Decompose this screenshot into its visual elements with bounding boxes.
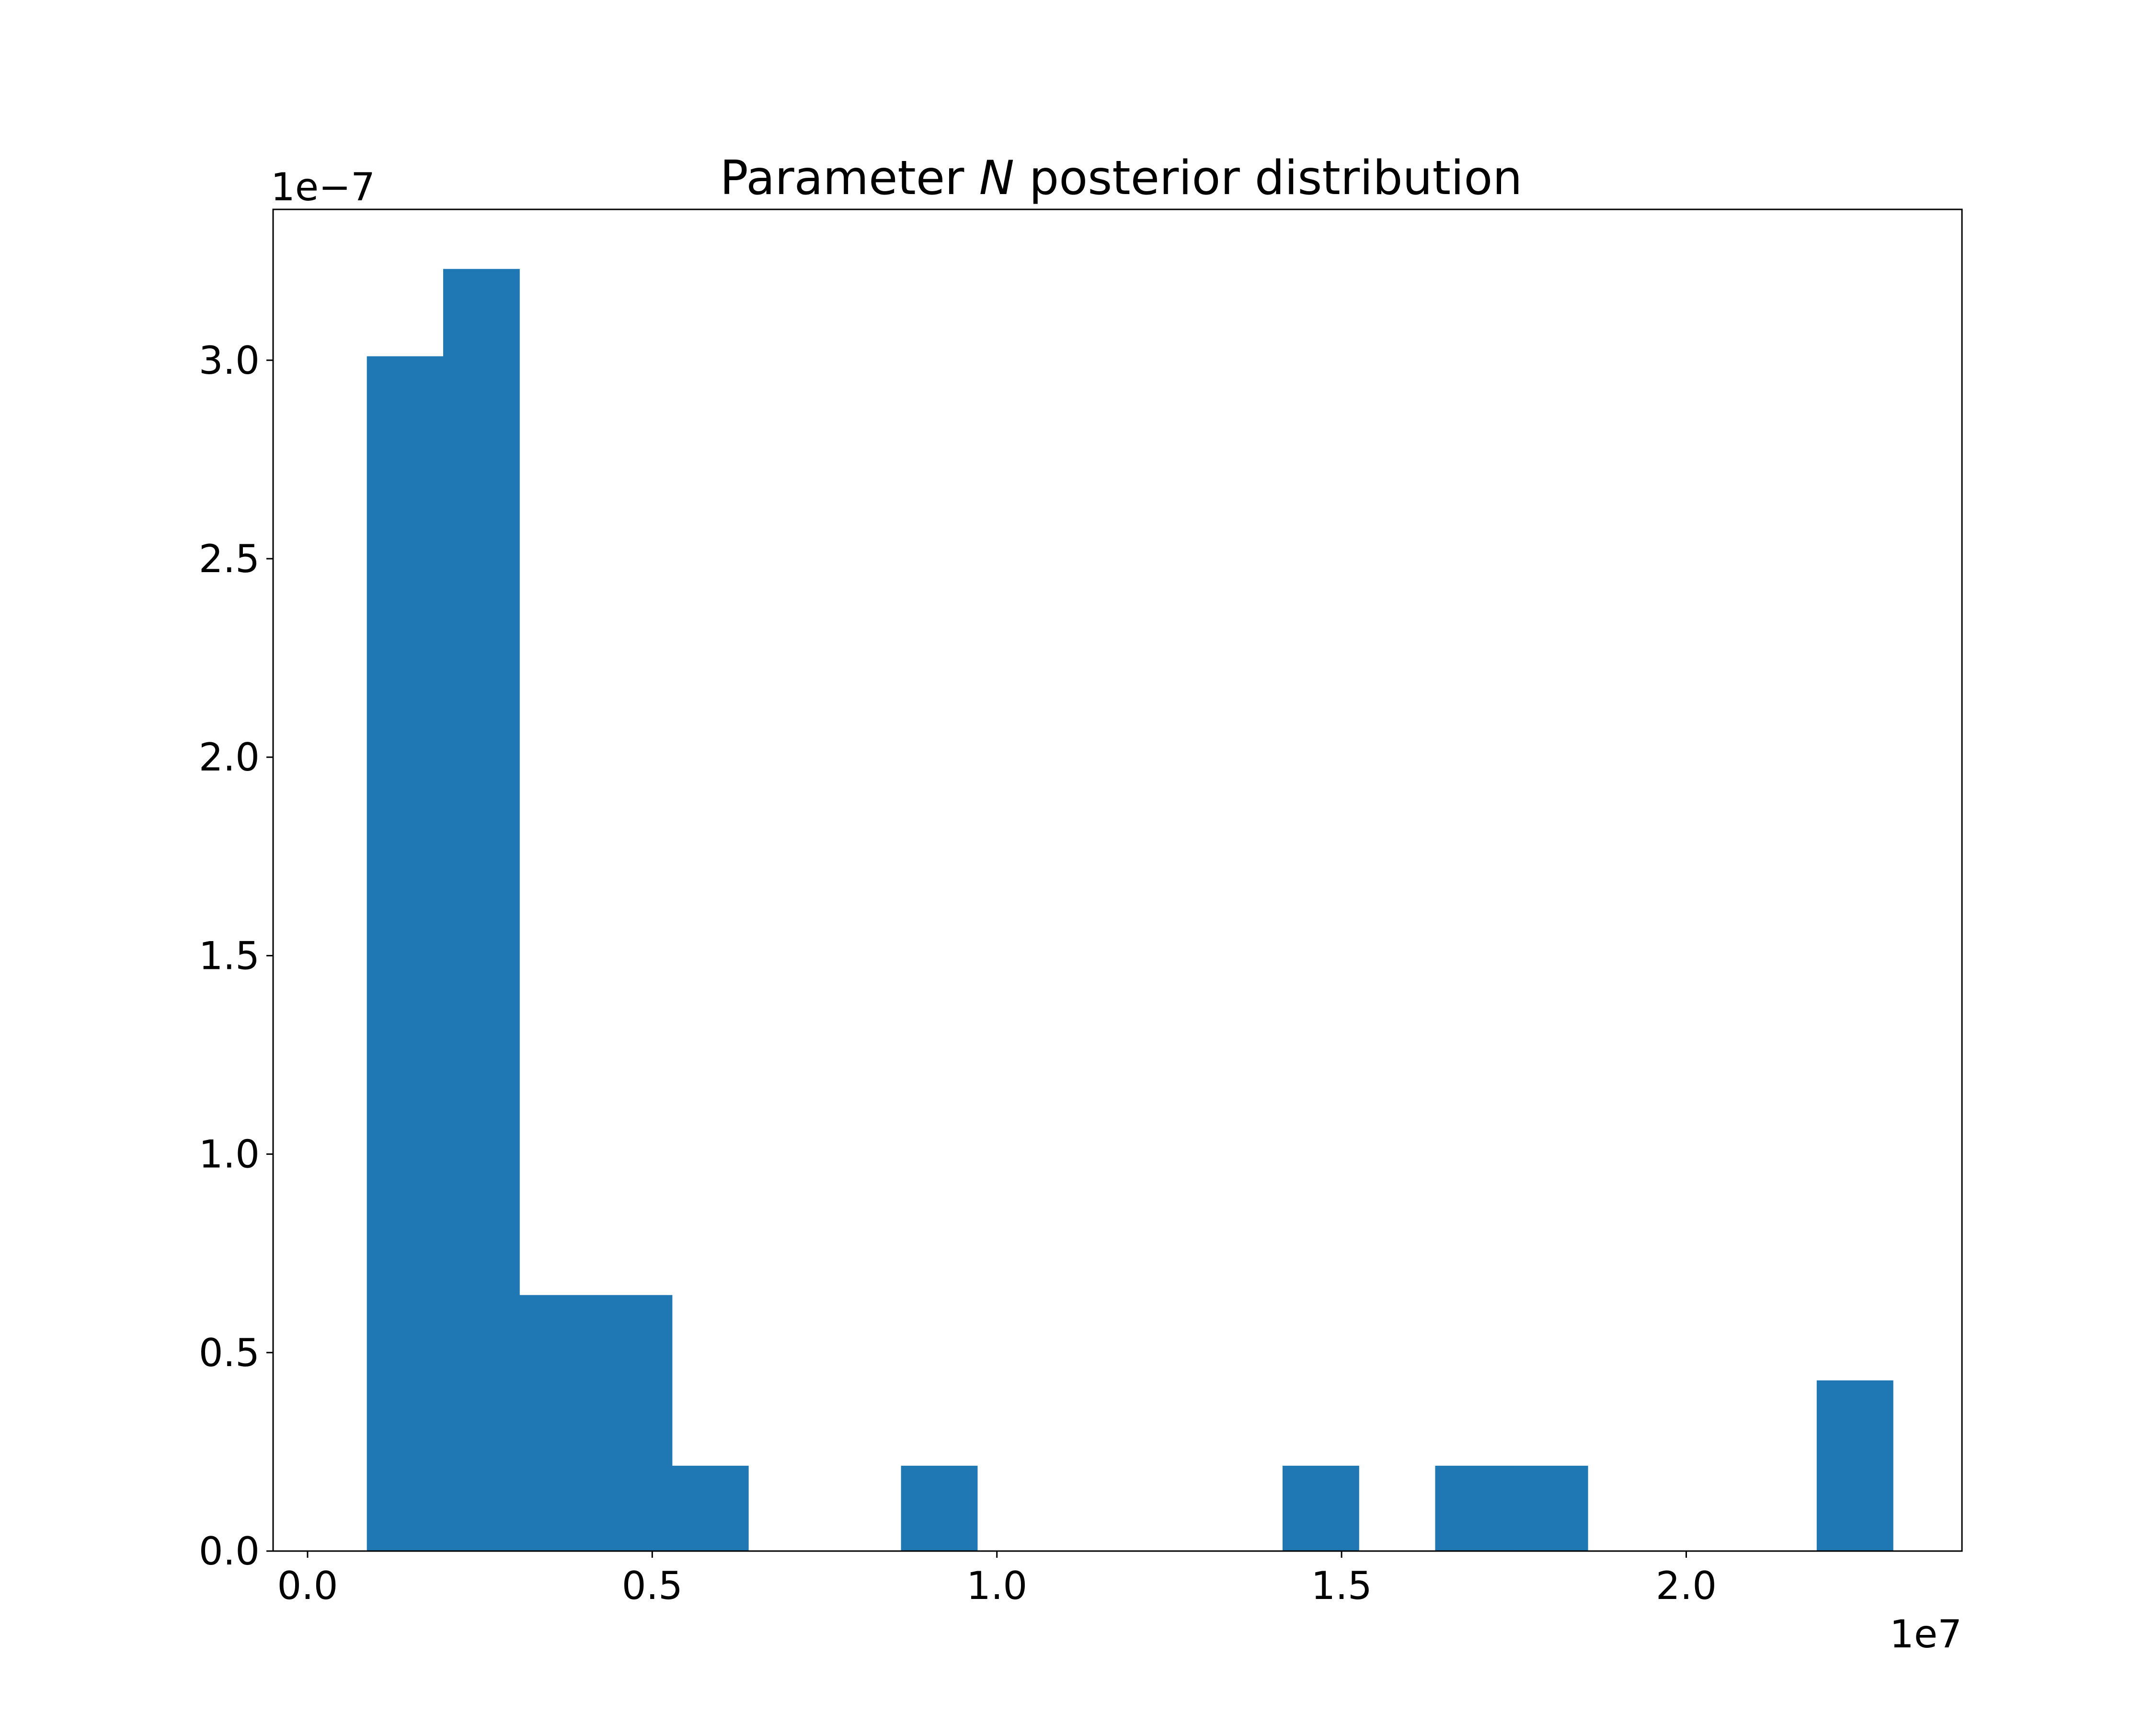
x-tick-label: 0.0 [277,1564,338,1608]
x-tick-label: 1.0 [966,1564,1027,1608]
y-tick-label: 0.5 [199,1331,260,1375]
y-axis-ticks: 0.0 0.5 1.0 1.5 2.0 2.5 3.0 [199,338,273,1574]
x-axis-offset-label: 1e7 [1890,1612,1962,1656]
chart-title-after: posterior distribution [1014,151,1523,206]
histogram-bar [1435,1465,1512,1551]
histogram-bar [443,269,520,1551]
y-tick-label: 0.0 [199,1529,260,1574]
histogram-bar [672,1465,749,1551]
histogram-bar [1816,1380,1893,1551]
x-tick-label: 0.5 [622,1564,683,1608]
chart-title: Parameter N posterior distribution [720,151,1523,206]
histogram-bar [519,1295,596,1551]
chart-title-before: Parameter [720,151,979,206]
plot-frame [272,208,1963,1552]
histogram-bars [367,269,1893,1551]
chart-title-variable: N [979,151,1014,206]
x-tick-label: 2.0 [1656,1564,1717,1608]
histogram-bar [1282,1465,1359,1551]
y-tick-label: 1.0 [199,1132,260,1177]
y-tick-label: 2.0 [199,735,260,780]
y-tick-label: 1.5 [199,933,260,978]
x-tick-label: 1.5 [1311,1564,1372,1608]
histogram-bar [367,356,444,1551]
y-axis-offset-label: 1e−7 [271,165,375,209]
y-tick-label: 2.5 [199,537,260,581]
histogram-bar [596,1295,673,1551]
y-tick-label: 3.0 [199,338,260,383]
histogram-bar [901,1465,978,1551]
x-axis-ticks: 0.0 0.5 1.0 1.5 2.0 [277,1551,1717,1608]
histogram-bar [1511,1465,1588,1551]
